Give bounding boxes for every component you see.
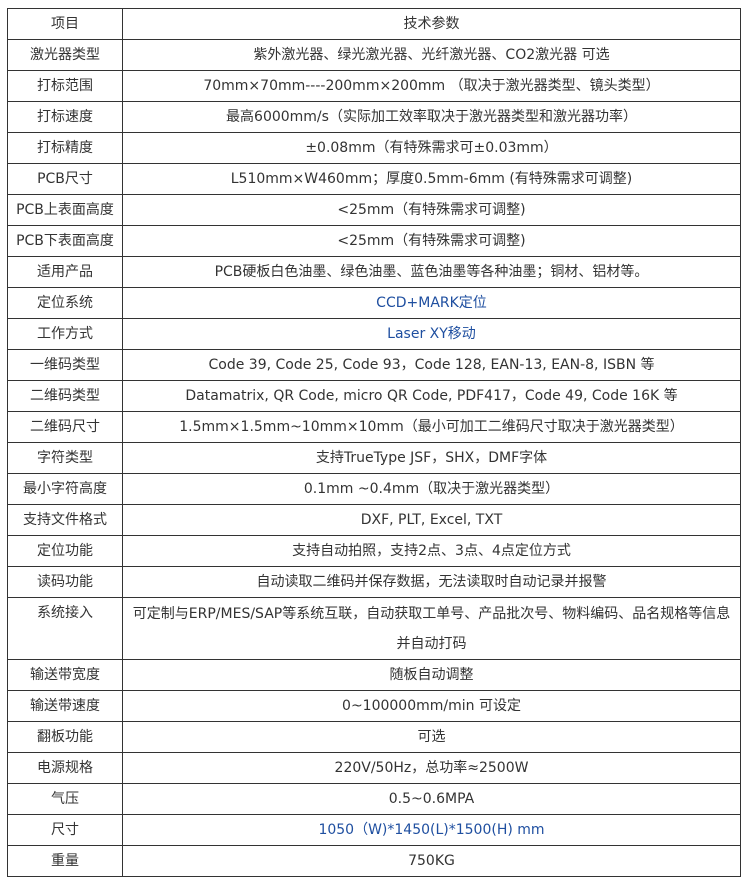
table-row: 翻板功能 可选 (7, 721, 741, 753)
spec-value: Datamatrix, QR Code, micro QR Code, PDF4… (122, 380, 741, 412)
spec-label: 激光器类型 (7, 39, 123, 71)
table-row: 尺寸 1050（W)*1450(L)*1500(H) mm (7, 814, 741, 846)
spec-value: PCB硬板白色油墨、绿色油墨、蓝色油墨等各种油墨；铜材、铝材等。 (122, 256, 741, 288)
table-row: 二维码尺寸 1.5mm×1.5mm~10mm×10mm（最小可加工二维码尺寸取决于… (7, 411, 741, 443)
spec-value: ±0.08mm（有特殊需求可±0.03mm） (122, 132, 741, 164)
spec-label: 最小字符高度 (7, 473, 123, 505)
spec-value: L510mm×W460mm；厚度0.5mm-6mm (有特殊需求可调整) (122, 163, 741, 195)
spec-label: 字符类型 (7, 442, 123, 474)
spec-table: 项目 技术参数 激光器类型 紫外激光器、绿光激光器、光纤激光器、CO2激光器 可选… (7, 8, 741, 877)
spec-value: 支持自动拍照，支持2点、3点、4点定位方式 (122, 535, 741, 567)
table-row: 定位系统 CCD+MARK定位 (7, 287, 741, 319)
spec-value: Code 39, Code 25, Code 93，Code 128, EAN-… (122, 349, 741, 381)
table-row: 读码功能 自动读取二维码并保存数据，无法读取时自动记录并报警 (7, 566, 741, 598)
spec-label: 打标范围 (7, 70, 123, 102)
spec-value: 220V/50Hz，总功率≈2500W (122, 752, 741, 784)
spec-label: PCB下表面高度 (7, 225, 123, 257)
spec-value: 支持TrueType JSF，SHX，DMF字体 (122, 442, 741, 474)
spec-value: DXF, PLT, Excel, TXT (122, 504, 741, 536)
table-row: 工作方式 Laser XY移动 (7, 318, 741, 350)
spec-label: 电源规格 (7, 752, 123, 784)
table-row: 最小字符高度 0.1mm ~0.4mm（取决于激光器类型） (7, 473, 741, 505)
spec-label: 读码功能 (7, 566, 123, 598)
spec-value: 随板自动调整 (122, 659, 741, 691)
spec-value: 0~100000mm/min 可设定 (122, 690, 741, 722)
spec-value: CCD+MARK定位 (122, 287, 741, 319)
spec-value: <25mm（有特殊需求可调整) (122, 225, 741, 257)
spec-value: 可定制与ERP/MES/SAP等系统互联，自动获取工单号、产品批次号、物料编码、… (122, 597, 741, 660)
table-row: 定位功能 支持自动拍照，支持2点、3点、4点定位方式 (7, 535, 741, 567)
header-param: 技术参数 (122, 8, 741, 40)
spec-value: 1.5mm×1.5mm~10mm×10mm（最小可加工二维码尺寸取决于激光器类型… (122, 411, 741, 443)
spec-value: 1050（W)*1450(L)*1500(H) mm (122, 814, 741, 846)
table-row: 支持文件格式 DXF, PLT, Excel, TXT (7, 504, 741, 536)
table-row: 字符类型 支持TrueType JSF，SHX，DMF字体 (7, 442, 741, 474)
table-row: 系统接入 可定制与ERP/MES/SAP等系统互联，自动获取工单号、产品批次号、物… (7, 597, 741, 660)
spec-label: 一维码类型 (7, 349, 123, 381)
table-row: PCB上表面高度 <25mm（有特殊需求可调整) (7, 194, 741, 226)
spec-label: 二维码尺寸 (7, 411, 123, 443)
table-row: 重量 750KG (7, 845, 741, 877)
table-row: 一维码类型 Code 39, Code 25, Code 93，Code 128,… (7, 349, 741, 381)
spec-label: 尺寸 (7, 814, 123, 846)
spec-value: 可选 (122, 721, 741, 753)
table-row: 打标精度 ±0.08mm（有特殊需求可±0.03mm） (7, 132, 741, 164)
spec-value: Laser XY移动 (122, 318, 741, 350)
spec-value: 0.5~0.6MPA (122, 783, 741, 815)
spec-label: 打标速度 (7, 101, 123, 133)
spec-value: 0.1mm ~0.4mm（取决于激光器类型） (122, 473, 741, 505)
table-row: 打标速度 最高6000mm/s（实际加工效率取决于激光器类型和激光器功率） (7, 101, 741, 133)
table-row: 输送带速度 0~100000mm/min 可设定 (7, 690, 741, 722)
table-row: 输送带宽度 随板自动调整 (7, 659, 741, 691)
table-row: 气压 0.5~0.6MPA (7, 783, 741, 815)
spec-value: 紫外激光器、绿光激光器、光纤激光器、CO2激光器 可选 (122, 39, 741, 71)
header-item: 项目 (7, 8, 123, 40)
spec-value: 750KG (122, 845, 741, 877)
spec-label: PCB尺寸 (7, 163, 123, 195)
spec-value: 自动读取二维码并保存数据，无法读取时自动记录并报警 (122, 566, 741, 598)
header-row: 项目 技术参数 (7, 8, 741, 40)
spec-label: 工作方式 (7, 318, 123, 350)
spec-label: 输送带宽度 (7, 659, 123, 691)
spec-label: 系统接入 (7, 597, 123, 660)
spec-label: 气压 (7, 783, 123, 815)
spec-label: 支持文件格式 (7, 504, 123, 536)
table-row: 激光器类型 紫外激光器、绿光激光器、光纤激光器、CO2激光器 可选 (7, 39, 741, 71)
table-row: 适用产品 PCB硬板白色油墨、绿色油墨、蓝色油墨等各种油墨；铜材、铝材等。 (7, 256, 741, 288)
spec-label: 打标精度 (7, 132, 123, 164)
spec-label: 定位功能 (7, 535, 123, 567)
table-row: 打标范围 70mm×70mm----200mm×200mm （取决于激光器类型、镜… (7, 70, 741, 102)
spec-label: 二维码类型 (7, 380, 123, 412)
spec-value: 最高6000mm/s（实际加工效率取决于激光器类型和激光器功率） (122, 101, 741, 133)
table-row: 电源规格 220V/50Hz，总功率≈2500W (7, 752, 741, 784)
spec-label: 输送带速度 (7, 690, 123, 722)
spec-value: 70mm×70mm----200mm×200mm （取决于激光器类型、镜头类型） (122, 70, 741, 102)
spec-label: 重量 (7, 845, 123, 877)
table-row: PCB尺寸 L510mm×W460mm；厚度0.5mm-6mm (有特殊需求可调整… (7, 163, 741, 195)
spec-label: PCB上表面高度 (7, 194, 123, 226)
spec-label: 适用产品 (7, 256, 123, 288)
spec-value: <25mm（有特殊需求可调整) (122, 194, 741, 226)
table-row: 二维码类型 Datamatrix, QR Code, micro QR Code,… (7, 380, 741, 412)
table-row: PCB下表面高度 <25mm（有特殊需求可调整) (7, 225, 741, 257)
spec-label: 翻板功能 (7, 721, 123, 753)
spec-label: 定位系统 (7, 287, 123, 319)
